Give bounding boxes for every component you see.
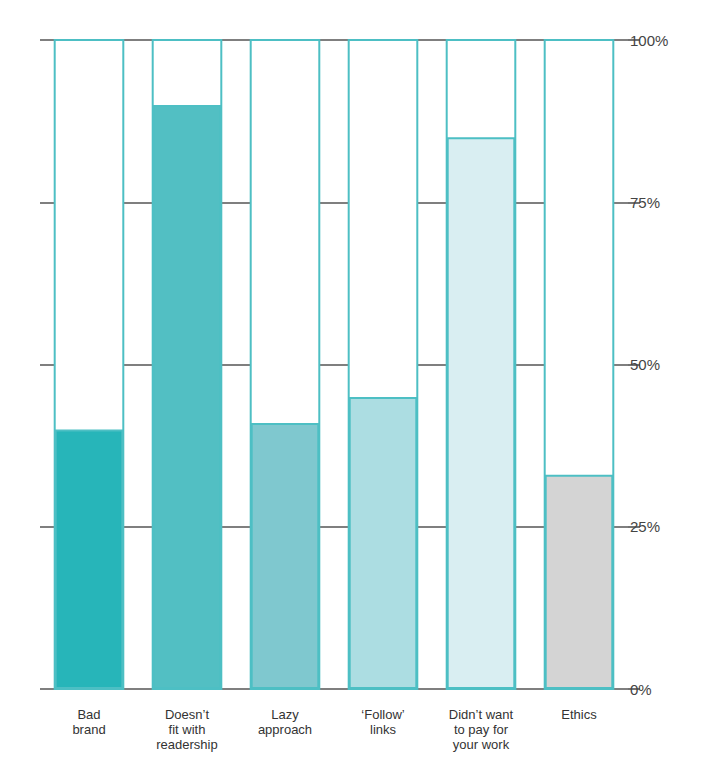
svg-text:Doesn’t: Doesn’t xyxy=(165,707,209,722)
svg-text:Lazy: Lazy xyxy=(271,707,299,722)
svg-text:Ethics: Ethics xyxy=(561,707,597,722)
svg-text:brand: brand xyxy=(72,722,105,737)
svg-text:fit with: fit with xyxy=(169,722,206,737)
svg-text:50%: 50% xyxy=(630,356,660,373)
svg-text:approach: approach xyxy=(258,722,312,737)
svg-text:your work: your work xyxy=(453,737,510,752)
svg-text:links: links xyxy=(370,722,397,737)
svg-text:Didn’t want: Didn’t want xyxy=(449,707,514,722)
svg-text:25%: 25% xyxy=(630,518,660,535)
svg-text:‘Follow’: ‘Follow’ xyxy=(361,707,404,722)
svg-text:to pay for: to pay for xyxy=(454,722,509,737)
svg-text:0%: 0% xyxy=(630,681,652,698)
svg-text:Bad: Bad xyxy=(77,707,100,722)
svg-text:readership: readership xyxy=(156,737,217,752)
svg-text:75%: 75% xyxy=(630,194,660,211)
svg-text:100%: 100% xyxy=(630,32,668,49)
